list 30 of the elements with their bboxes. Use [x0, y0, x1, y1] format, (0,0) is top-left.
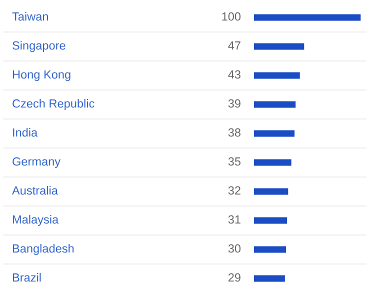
y-tick-label: Singapore [12, 41, 66, 52]
y-tick-label: Australia [12, 186, 58, 195]
y-tick-label: Taiwan [12, 12, 48, 21]
y-tick-label: India [13, 128, 38, 137]
bar [254, 275, 285, 282]
y-tick-label: Hong Kong [12, 70, 70, 82]
data-label: 30 [228, 244, 241, 253]
y-tick-label: Bangladesh [12, 244, 74, 256]
data-label: 31 [228, 215, 240, 224]
bar [254, 14, 361, 21]
bar [254, 246, 286, 253]
data-label: 47 [228, 41, 240, 50]
y-tick-label: Germany [12, 157, 61, 168]
y-tick-label: Czech Republic [12, 99, 94, 110]
data-label: 43 [228, 70, 240, 79]
data-label: 100 [222, 12, 241, 21]
bar [254, 101, 296, 108]
bar [254, 72, 300, 79]
bar [254, 130, 295, 137]
y-tick-label: Malaysia [12, 215, 59, 226]
data-label: 35 [228, 157, 241, 166]
data-label: 38 [228, 128, 240, 137]
data-label: 32 [228, 186, 240, 195]
data-label: 29 [228, 273, 240, 282]
data-label: 39 [228, 99, 240, 108]
bar [254, 217, 288, 224]
bar [254, 188, 288, 195]
y-tick-label: Brazil [12, 272, 41, 282]
bar [254, 159, 292, 166]
bar [254, 43, 304, 50]
